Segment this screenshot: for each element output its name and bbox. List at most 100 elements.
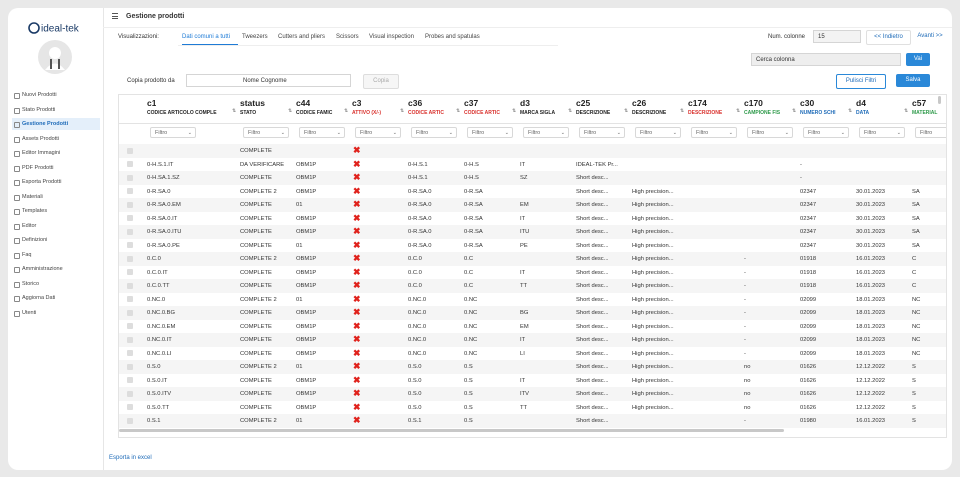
copy-button[interactable]: Copia (363, 74, 399, 89)
sort-icon[interactable]: ⇅ (736, 108, 741, 114)
copy-placeholder: Nome Cognome (243, 78, 287, 84)
menu-item[interactable]: PDF Prodotti (12, 162, 100, 174)
table-cell: High precision... (632, 350, 674, 357)
row-checkbox[interactable] (127, 201, 133, 208)
row-checkbox[interactable] (127, 350, 133, 356)
view-tab[interactable]: Dati comuni a tutti (182, 34, 231, 40)
menu-item[interactable]: Editor (12, 220, 100, 232)
column-filter[interactable]: Filtro⌄ (915, 127, 946, 138)
table-row (119, 225, 946, 239)
row-checkbox[interactable] (127, 269, 133, 275)
row-checkbox[interactable] (127, 390, 133, 397)
sort-icon[interactable]: ⇅ (568, 108, 573, 114)
column-filter[interactable]: Filtro⌄ (523, 127, 569, 138)
column-filter[interactable]: Filtro⌄ (467, 127, 513, 138)
scrollbar[interactable] (119, 429, 784, 432)
menu-item[interactable]: Materiali (12, 191, 100, 203)
sort-icon[interactable]: ⇅ (232, 108, 237, 114)
table-cell: 01 (296, 418, 303, 424)
table-cell: SA (912, 202, 920, 208)
row-checkbox[interactable] (127, 377, 133, 383)
menu-item[interactable]: Aggiorna Dati (12, 292, 100, 304)
column-filter[interactable]: Filtro⌄ (243, 127, 289, 138)
row-checkbox[interactable] (127, 147, 133, 154)
table-cell: 0.NC.0 (408, 350, 427, 357)
view-tab[interactable]: Scissors (336, 34, 359, 40)
sort-icon[interactable]: ⇅ (848, 108, 853, 114)
columns-input[interactable]: 15 (813, 30, 861, 43)
column-filter[interactable]: Filtro⌄ (579, 127, 625, 138)
table-cell: no (744, 364, 751, 370)
menu-item[interactable]: Definizioni (12, 234, 100, 246)
row-checkbox[interactable] (127, 215, 133, 221)
export-link[interactable]: Esporta in excel (109, 455, 152, 461)
save-button[interactable]: Salva (896, 74, 930, 87)
filter-caret: ⌄ (187, 130, 192, 136)
sort-icon[interactable]: ⇅ (512, 108, 517, 114)
row-checkbox[interactable] (127, 417, 133, 424)
column-filter[interactable]: Filtro⌄ (803, 127, 849, 138)
column-filter[interactable]: Filtro⌄ (635, 127, 681, 138)
menu-item[interactable]: Amministrazione (12, 263, 100, 275)
copy-input[interactable]: Nome Cognome (186, 74, 351, 87)
view-tab[interactable]: Visual inspection (369, 34, 414, 40)
column-filter[interactable]: Filtro⌄ (747, 127, 793, 138)
menu-item[interactable]: Faq (12, 249, 100, 261)
column-filter[interactable]: Filtro⌄ (150, 127, 196, 138)
table-cell: 0.NC (464, 350, 478, 357)
column-filter[interactable]: Filtro⌄ (299, 127, 345, 138)
row-checkbox[interactable] (127, 255, 133, 262)
column-filter[interactable]: Filtro⌄ (355, 127, 401, 138)
column-filter[interactable]: Filtro⌄ (691, 127, 737, 138)
sort-icon[interactable]: ⇅ (680, 108, 685, 114)
data-grid: c1 CODICE ARTICOLO COMPLE ⇅ Filtro ⌄ status ST… (118, 94, 947, 438)
row-checkbox[interactable] (127, 174, 133, 181)
menu-item[interactable]: Assets Prodotti (12, 133, 100, 145)
sort-icon[interactable]: ⇅ (400, 108, 405, 114)
row-checkbox[interactable] (127, 282, 133, 289)
view-tab[interactable]: Tweezers (242, 34, 268, 40)
sort-icon[interactable]: ⇅ (344, 108, 349, 114)
row-checkbox[interactable] (127, 323, 133, 329)
column-label: STATO (240, 110, 257, 116)
table-cell: 0.NC (464, 323, 478, 330)
go-button[interactable]: Vai (906, 53, 930, 66)
v-scrollbar[interactable] (938, 96, 941, 104)
row-checkbox[interactable] (127, 296, 133, 302)
row-checkbox[interactable] (127, 161, 133, 167)
row-checkbox[interactable] (127, 309, 133, 316)
divider (103, 27, 952, 28)
menu-item[interactable]: Utenti (12, 307, 100, 319)
menu-item[interactable]: Templates (12, 205, 100, 217)
row-checkbox[interactable] (127, 404, 133, 410)
sort-icon[interactable]: ⇅ (624, 108, 629, 114)
menu-item[interactable]: Storico (12, 278, 100, 290)
menu-item[interactable]: Gestione Prodotti (12, 118, 100, 130)
column-search[interactable]: Cerca colonna (751, 53, 901, 66)
sort-icon[interactable]: ⇅ (904, 108, 909, 114)
menu-item[interactable]: Stato Prodotti (12, 104, 100, 116)
table-cell: TT (520, 283, 528, 289)
prev-button[interactable]: << Indietro (866, 30, 911, 45)
row-checkbox[interactable] (127, 363, 133, 370)
column-filter[interactable]: Filtro⌄ (411, 127, 457, 138)
sort-icon[interactable]: ⇅ (288, 108, 293, 114)
row-checkbox[interactable] (127, 188, 133, 194)
table-cell: 0.S (464, 404, 473, 411)
menu-item[interactable]: Esporta Prodotti (12, 176, 100, 188)
view-tab[interactable]: Cutters and pliers (278, 34, 326, 40)
row-checkbox[interactable] (127, 228, 133, 235)
view-tab[interactable]: Probes and spatulas (425, 34, 480, 40)
menu-toggle[interactable] (112, 13, 118, 19)
sort-icon[interactable]: ⇅ (792, 108, 797, 114)
row-checkbox[interactable] (127, 336, 133, 343)
row-checkbox[interactable] (127, 242, 133, 248)
clear-filters[interactable]: Pulisci Filtri (836, 74, 886, 89)
menu-item[interactable]: Editor Immagini (12, 147, 100, 159)
column-filter[interactable]: Filtro⌄ (859, 127, 905, 138)
sort-icon[interactable]: ⇅ (456, 108, 461, 114)
menu-item[interactable]: Nuovi Prodotti (12, 89, 100, 101)
column-label: MARCA SIGLA (520, 110, 556, 116)
next-button[interactable]: Avanti >> (917, 33, 943, 39)
